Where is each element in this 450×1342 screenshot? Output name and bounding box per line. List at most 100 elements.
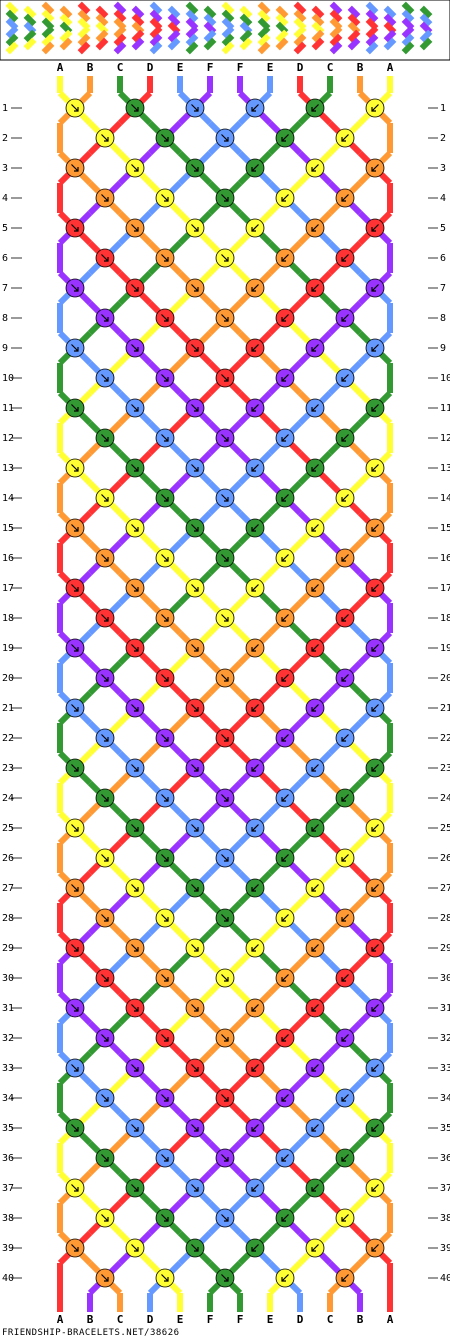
knot [125,218,145,238]
arrow-icon [281,1034,289,1042]
preview-knot [293,1,307,15]
knot [305,518,325,538]
row-number-left: 9 [2,343,8,354]
knot [335,308,355,328]
knot [155,668,175,688]
row-number-left: 32 [2,1033,14,1044]
row-number-left: 30 [2,973,14,984]
arrow-icon [101,974,109,982]
row-number-right: 3 [440,163,446,174]
arrow-icon [161,374,169,382]
row-number-left: 24 [2,793,14,804]
knot [275,128,295,148]
knot [365,1118,385,1138]
arrow-icon [161,1214,169,1222]
knot [215,1268,235,1288]
knot [305,638,325,658]
knot [215,848,235,868]
arrow-icon [221,1094,229,1102]
arrow-icon [221,974,229,982]
preview-knot [5,1,19,15]
arrow-icon [221,794,229,802]
arrow-icon [221,194,229,202]
knot [125,278,145,298]
row-number-right: 9 [440,343,446,354]
knot [65,458,85,478]
row-number-left: 6 [2,253,8,264]
row-number-right: 4 [440,193,446,204]
arrow-icon [131,1064,139,1072]
knot [245,158,265,178]
knot [65,698,85,718]
arrow-icon [101,254,109,262]
knot [215,428,235,448]
knot [275,248,295,268]
arrow-icon [371,644,379,652]
arrow-icon [71,1064,79,1072]
row-number-left: 26 [2,853,14,864]
arrow-icon [161,974,169,982]
row-number-right: 7 [440,283,446,294]
knot [65,998,85,1018]
arrow-icon [311,1244,319,1252]
arrow-icon [131,464,139,472]
knot [185,698,205,718]
arrow-icon [161,734,169,742]
knot [365,1238,385,1258]
preview-knot [113,1,127,15]
preview-knot [239,29,253,43]
arrow-icon [131,104,139,112]
knot [335,728,355,748]
arrow-icon [191,584,199,592]
arrow-icon [191,284,199,292]
knot [185,98,205,118]
arrow-icon [221,914,229,922]
knot [245,98,265,118]
knot [365,1058,385,1078]
row-number-right: 22 [440,733,450,744]
arrow-icon [101,1214,109,1222]
knot [185,278,205,298]
preview-knot [203,13,217,27]
string-label-bottom: B [357,1313,364,1326]
preview-knot [23,37,37,51]
knot [65,338,85,358]
arrow-icon [161,314,169,322]
row-number-right: 29 [440,943,450,954]
row-number-right: 16 [440,553,450,564]
row-number-left: 16 [2,553,14,564]
arrow-icon [311,1184,319,1192]
preview-knot [257,25,271,39]
preview-knot [23,29,37,43]
arrow-icon [161,1274,169,1282]
knot [95,908,115,928]
knot [275,1148,295,1168]
arrow-icon [101,1154,109,1162]
knot [155,188,175,208]
arrow-icon [371,524,379,532]
row-number-right: 28 [440,913,450,924]
knot [155,1028,175,1048]
string-label-bottom: C [327,1313,334,1326]
preview-knot [149,25,163,39]
preview-knot [293,9,307,23]
knot [125,638,145,658]
knot [125,458,145,478]
preview-knot [41,9,55,23]
row-number-left: 18 [2,613,14,624]
arrow-icon [191,1064,199,1072]
arrow-icon [221,314,229,322]
knot [125,1238,145,1258]
arrow-icon [221,674,229,682]
knot [335,1268,355,1288]
arrow-icon [221,1034,229,1042]
knot [65,1118,85,1138]
row-number-left: 14 [2,493,14,504]
preview-knot [149,41,163,55]
row-number-right: 34 [440,1093,450,1104]
arrow-icon [221,614,229,622]
arrow-icon [191,764,199,772]
knot [275,788,295,808]
knot [275,308,295,328]
arrow-icon [161,1094,169,1102]
